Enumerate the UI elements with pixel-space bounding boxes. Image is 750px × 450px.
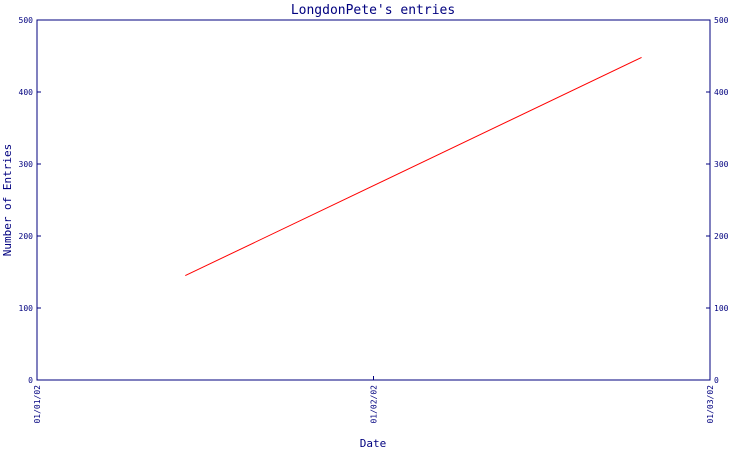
y-axis-left: 0 100 200 300 400 500 (19, 16, 41, 385)
y-tick-label-left-500: 500 (19, 16, 34, 25)
y-tick-label-right-500: 500 (714, 16, 729, 25)
x-tick-label-2: 01/03/02 (706, 385, 715, 424)
y-tick-label-left-200: 200 (19, 232, 34, 241)
y-axis-right: 0 100 200 300 400 500 (706, 16, 729, 385)
y-tick-label-right-200: 200 (714, 232, 729, 241)
y-tick-label-left-400: 400 (19, 88, 34, 97)
y-tick-label-right-400: 400 (714, 88, 729, 97)
y-tick-label-left-100: 100 (19, 304, 34, 313)
x-axis: 01/01/02 01/02/02 01/03/02 (33, 376, 715, 424)
y-axis-label: Number of Entries (1, 144, 14, 257)
x-tick-label-0: 01/01/02 (33, 385, 42, 424)
x-axis-label: Date (360, 437, 387, 450)
y-tick-label-right-0: 0 (714, 376, 719, 385)
plot-area (36, 19, 711, 381)
y-tick-label-left-0: 0 (28, 376, 33, 385)
series-layer (185, 56, 642, 277)
x-tick-label-1: 01/02/02 (370, 385, 379, 424)
y-tick-label-right-100: 100 (714, 304, 729, 313)
series-line-0 (185, 56, 642, 277)
chart-title: LongdonPete's entries (291, 3, 455, 18)
y-tick-label-left-300: 300 (19, 160, 34, 169)
y-tick-label-right-300: 300 (714, 160, 729, 169)
